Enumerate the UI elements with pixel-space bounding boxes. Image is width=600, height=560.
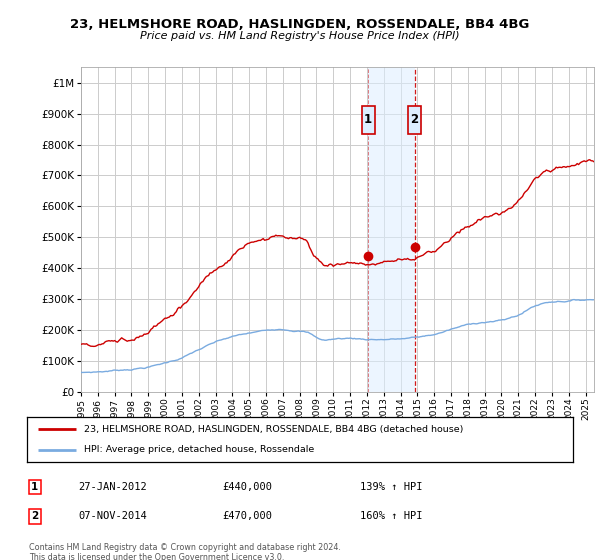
FancyBboxPatch shape: [362, 106, 374, 134]
Text: 07-NOV-2014: 07-NOV-2014: [78, 511, 147, 521]
Text: 139% ↑ HPI: 139% ↑ HPI: [360, 482, 422, 492]
Text: 2: 2: [410, 113, 419, 127]
Bar: [368, 67, 415, 392]
Text: 1: 1: [364, 113, 372, 127]
Text: Price paid vs. HM Land Registry's House Price Index (HPI): Price paid vs. HM Land Registry's House …: [140, 31, 460, 41]
Text: £470,000: £470,000: [222, 511, 272, 521]
Text: 23, HELMSHORE ROAD, HASLINGDEN, ROSSENDALE, BB4 4BG (detached house): 23, HELMSHORE ROAD, HASLINGDEN, ROSSENDA…: [85, 425, 464, 434]
Text: This data is licensed under the Open Government Licence v3.0.: This data is licensed under the Open Gov…: [29, 553, 284, 560]
Text: 23, HELMSHORE ROAD, HASLINGDEN, ROSSENDALE, BB4 4BG: 23, HELMSHORE ROAD, HASLINGDEN, ROSSENDA…: [70, 18, 530, 31]
Text: Contains HM Land Registry data © Crown copyright and database right 2024.: Contains HM Land Registry data © Crown c…: [29, 543, 341, 552]
Text: HPI: Average price, detached house, Rossendale: HPI: Average price, detached house, Ross…: [85, 445, 314, 454]
Text: 27-JAN-2012: 27-JAN-2012: [78, 482, 147, 492]
Text: 160% ↑ HPI: 160% ↑ HPI: [360, 511, 422, 521]
Text: 1: 1: [31, 482, 38, 492]
Text: £440,000: £440,000: [222, 482, 272, 492]
Text: 2: 2: [31, 511, 38, 521]
FancyBboxPatch shape: [408, 106, 421, 134]
